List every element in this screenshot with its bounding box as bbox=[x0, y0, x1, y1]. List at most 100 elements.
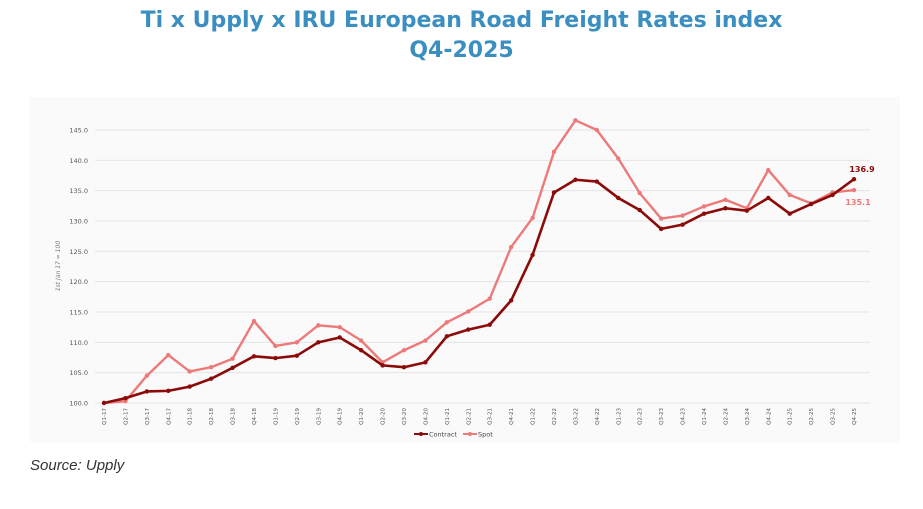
x-tick-label: Q4-19 bbox=[338, 408, 344, 425]
x-tick-label: Q2-22 bbox=[552, 408, 558, 425]
data-point-spot bbox=[316, 323, 321, 328]
data-point-contract bbox=[251, 354, 257, 359]
data-point-contract bbox=[594, 179, 600, 184]
data-point-spot bbox=[637, 190, 642, 196]
x-tick-label: Q3-21 bbox=[488, 408, 494, 425]
data-point-spot bbox=[851, 187, 857, 193]
x-tick-label: Q1-18 bbox=[188, 408, 194, 425]
data-point-spot bbox=[294, 340, 300, 345]
data-point-spot bbox=[123, 398, 128, 404]
x-tick-label: Q4-21 bbox=[509, 408, 515, 425]
data-point-spot bbox=[530, 215, 535, 221]
x-tick-label: Q4-25 bbox=[852, 408, 858, 425]
series-line-contract bbox=[103, 178, 855, 405]
x-tick-label: Q3-19 bbox=[316, 408, 322, 425]
data-point-contract bbox=[808, 201, 814, 207]
x-tick-label: Q1-21 bbox=[445, 408, 451, 425]
legend-marker-contract bbox=[419, 432, 423, 436]
data-point-spot bbox=[358, 338, 364, 343]
data-point-contract bbox=[444, 334, 450, 339]
y-axis-label: 1st Jan 17 = 100 bbox=[55, 241, 62, 291]
data-point-contract bbox=[530, 252, 535, 258]
y-tick-label: 110.0 bbox=[69, 339, 88, 347]
data-point-spot bbox=[680, 213, 685, 218]
data-point-spot bbox=[551, 149, 557, 155]
data-point-contract bbox=[144, 389, 150, 394]
y-tick-label: 115.0 bbox=[69, 309, 88, 317]
x-tick-label: Q1-24 bbox=[702, 408, 708, 425]
data-point-contract bbox=[101, 400, 107, 406]
data-point-spot bbox=[251, 318, 257, 324]
x-tick-label: Q1-17 bbox=[102, 408, 108, 425]
y-tick-label: 130.0 bbox=[69, 218, 88, 226]
legend-label-contract: Contract bbox=[429, 431, 457, 439]
x-tick-label: Q4-22 bbox=[595, 408, 601, 425]
x-tick-label: Q4-20 bbox=[423, 408, 429, 425]
y-tick-label: 140.0 bbox=[69, 157, 88, 165]
data-point-contract bbox=[787, 211, 792, 216]
chart-subtitle: Q4-2025 bbox=[409, 38, 514, 63]
y-tick-label: 145.0 bbox=[69, 127, 88, 135]
data-point-contract bbox=[487, 322, 492, 327]
data-point-spot bbox=[701, 204, 707, 209]
x-tick-label: Q1-22 bbox=[531, 408, 537, 425]
y-tick-label: 105.0 bbox=[69, 369, 88, 377]
x-tick-label: Q2-20 bbox=[381, 408, 387, 425]
x-tick-label: Q3-24 bbox=[745, 408, 751, 425]
data-point-contract bbox=[166, 388, 171, 394]
data-point-contract bbox=[273, 355, 278, 361]
data-point-contract bbox=[123, 395, 128, 401]
y-tick-label: 120.0 bbox=[69, 278, 88, 286]
legend-label-spot: Spot bbox=[478, 431, 493, 439]
x-tick-label: Q4-24 bbox=[766, 408, 772, 425]
data-point-contract bbox=[337, 335, 342, 340]
x-tick-label: Q1-20 bbox=[359, 408, 365, 425]
x-tick-label: Q2-18 bbox=[209, 408, 215, 425]
x-tick-label: Q1-19 bbox=[273, 408, 279, 425]
data-point-contract bbox=[637, 207, 642, 213]
data-point-contract bbox=[573, 177, 578, 182]
y-tick-label: 100.0 bbox=[69, 400, 88, 408]
chart-title: Ti x Upply x IRU European Road Freight R… bbox=[140, 8, 783, 33]
data-point-contract bbox=[830, 192, 835, 198]
y-tick-label: 125.0 bbox=[69, 248, 88, 256]
data-point-contract bbox=[744, 208, 750, 213]
x-tick-label: Q3-17 bbox=[145, 408, 151, 425]
x-tick-label: Q3-20 bbox=[402, 408, 408, 425]
y-tick-label: 135.0 bbox=[69, 187, 88, 195]
data-point-spot bbox=[466, 309, 471, 314]
data-point-contract bbox=[187, 384, 192, 389]
x-tick-label: Q3-22 bbox=[573, 408, 579, 425]
x-tick-label: Q3-25 bbox=[831, 408, 837, 425]
source-note: Source: Upply bbox=[30, 457, 125, 474]
data-point-contract bbox=[466, 327, 471, 332]
data-point-spot bbox=[273, 343, 278, 349]
data-point-contract bbox=[766, 195, 771, 201]
data-point-contract bbox=[658, 226, 664, 232]
data-point-contract bbox=[680, 222, 685, 227]
data-point-spot bbox=[594, 127, 600, 133]
x-tick-label: Q2-23 bbox=[638, 408, 644, 425]
data-point-spot bbox=[766, 167, 771, 173]
data-point-contract bbox=[423, 360, 428, 365]
data-point-contract bbox=[616, 195, 621, 201]
x-tick-label: Q1-25 bbox=[788, 408, 794, 425]
data-point-spot bbox=[144, 373, 150, 378]
x-tick-label: Q2-25 bbox=[809, 408, 815, 425]
data-point-spot bbox=[616, 156, 621, 161]
x-tick-label: Q3-18 bbox=[231, 408, 237, 425]
x-tick-label: Q4-17 bbox=[166, 408, 172, 425]
data-point-spot bbox=[230, 356, 235, 361]
data-point-spot bbox=[166, 352, 171, 358]
data-point-contract bbox=[401, 365, 407, 370]
data-point-contract bbox=[723, 206, 728, 211]
data-point-contract bbox=[230, 365, 235, 371]
data-point-contract bbox=[701, 211, 707, 216]
data-point-contract bbox=[208, 376, 214, 381]
x-tick-label: Q2-21 bbox=[466, 408, 472, 425]
data-point-spot bbox=[487, 296, 492, 301]
data-point-spot bbox=[208, 365, 214, 370]
data-point-spot bbox=[423, 338, 428, 343]
data-point-spot bbox=[658, 216, 664, 221]
